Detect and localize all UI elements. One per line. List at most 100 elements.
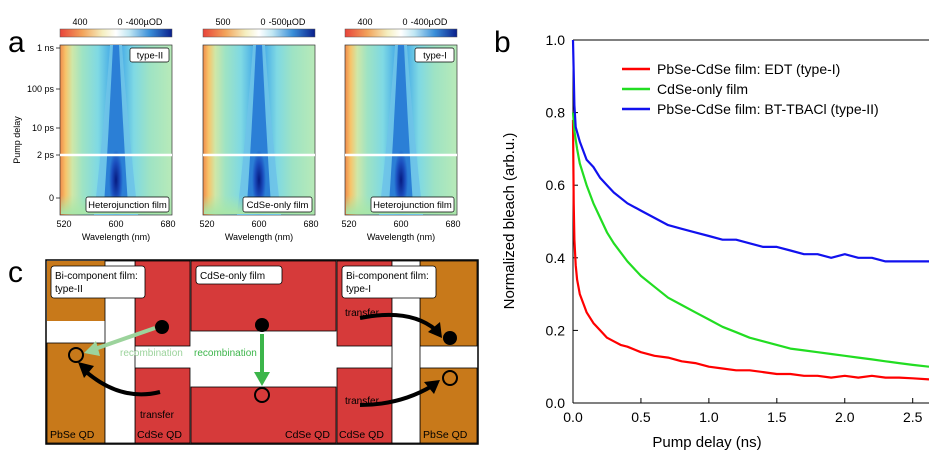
heatmap-0: 400 0 -400µOD type-II Heterojunction film 520… xyxy=(27,17,176,242)
band-diagram: Bi-component film: type-II CdSe-only fil… xyxy=(45,259,479,445)
heatmap-xlabel-2: Wavelength (nm) xyxy=(367,232,435,242)
electron-mid xyxy=(255,318,269,332)
chart-xtick-label-4: 2.0 xyxy=(835,409,855,425)
pbse-left-vb xyxy=(46,342,106,444)
chart-xtick-label-3: 1.5 xyxy=(767,409,787,425)
recombination-arrowhead-mid xyxy=(254,372,270,386)
panel-letter-c: c xyxy=(8,256,23,289)
film-label-0: Heterojunction film xyxy=(88,200,167,211)
transfer-label-left: transfer xyxy=(140,410,175,421)
heatmap-xtick-2-1: 600 xyxy=(393,219,408,229)
transfer-label-right-bottom: transfer xyxy=(345,396,380,407)
colorbar-1 xyxy=(202,28,316,38)
chart-ytick-label-3: 0.6 xyxy=(546,177,566,193)
chart-xtick-label-2: 1.0 xyxy=(699,409,719,425)
hole-mid xyxy=(254,387,270,403)
recombination-label-left: recombination xyxy=(120,348,183,359)
tag-box-2 xyxy=(414,47,455,63)
colorbar-tick-0-2: -400µOD xyxy=(126,17,163,27)
heatmap-xtick-0-1: 600 xyxy=(108,219,123,229)
cdse-mid-vb xyxy=(190,386,337,444)
hole-right xyxy=(442,370,458,386)
heatmap-1: 500 0 -500µOD CdSe-only film 520 600 680 Wavele… xyxy=(199,17,318,242)
legend-label-1: CdSe-only film xyxy=(657,81,748,97)
cdse-left-vb xyxy=(134,367,191,444)
film-label-1: CdSe-only film xyxy=(247,200,309,211)
chart-xtick-label-1: 0.5 xyxy=(631,409,651,425)
chart-xtick-label-0: 0.0 xyxy=(563,409,583,425)
heatmap-ytick-1: 100 ps xyxy=(27,84,55,94)
colorbar-tick-2-2: -400µOD xyxy=(411,17,448,27)
qd-label-3: CdSe QD xyxy=(339,429,384,441)
label-box-mid xyxy=(195,265,283,285)
film-box-1 xyxy=(242,196,313,213)
series-line-0 xyxy=(571,119,929,381)
heatmap-xtick-2-0: 520 xyxy=(341,219,356,229)
tag-box-0 xyxy=(129,47,170,63)
recombination-arrowhead-left xyxy=(84,341,100,356)
label-right-line2: type-I xyxy=(346,284,371,295)
heatmap-xlabel-0: Wavelength (nm) xyxy=(82,232,150,242)
pbse-right-vb xyxy=(419,367,478,444)
decay-chart: Normalized bleach (arb.u.) Pump delay (n… xyxy=(501,32,929,451)
heatmap-xtick-1-1: 600 xyxy=(251,219,266,229)
film-box-0 xyxy=(85,196,170,213)
colorbar-0 xyxy=(59,28,173,38)
electron-left xyxy=(155,320,169,334)
heatmap-xtick-1-0: 520 xyxy=(199,219,214,229)
electron-right xyxy=(443,331,457,345)
series-line-2 xyxy=(571,39,929,263)
heatmap-xtick-0-2: 680 xyxy=(160,219,175,229)
qd-label-2: CdSe QD xyxy=(285,429,330,441)
colorbar-tick-0-1: 0 xyxy=(117,17,122,27)
colorbar-tick-2-0: 400 xyxy=(357,17,372,27)
series-line-1 xyxy=(571,112,929,368)
colorbar-tick-0-0: 400 xyxy=(72,17,87,27)
transfer-arrowhead-left xyxy=(78,362,94,378)
colorbar-tick-1-0: 500 xyxy=(215,17,230,27)
qd-label-0: PbSe QD xyxy=(50,429,95,441)
panel-letter-b: b xyxy=(494,26,511,59)
label-box-right xyxy=(341,265,437,299)
film-label-2: Heterojunction film xyxy=(373,200,452,211)
heatmap-xtick-0-0: 520 xyxy=(56,219,71,229)
recombination-arrow-left xyxy=(91,326,156,352)
hole-left xyxy=(68,347,84,363)
heatmap-xtick-1-2: 680 xyxy=(303,219,318,229)
heatmap-ytick-3: 2 ps xyxy=(37,150,55,160)
heatmap-ytick-2: 10 ps xyxy=(32,123,55,133)
transfer-arrow-top-right xyxy=(359,312,438,332)
tag-label-2: type-I xyxy=(423,51,447,62)
colorbar-tick-1-2: -500µOD xyxy=(269,17,306,27)
chart-ylabel: Normalized bleach (arb.u.) xyxy=(501,133,518,310)
transfer-arrowhead-top-right xyxy=(428,322,442,338)
label-right-line1: Bi-component film: xyxy=(346,271,429,282)
label-left-line1: Bi-component film: xyxy=(55,271,138,282)
colorbar-tick-2-1: 0 xyxy=(402,17,407,27)
transfer-label-right-top: transfer xyxy=(345,308,380,319)
qd-label-4: PbSe QD xyxy=(423,429,468,441)
film-box-2 xyxy=(370,196,455,213)
label-mid: CdSe-only film xyxy=(200,271,265,282)
heatmap-ytick-0: 1 ns xyxy=(37,43,55,53)
transfer-arrowhead-bottom-right xyxy=(424,380,440,394)
chart-xlabel: Pump delay (ns) xyxy=(652,434,761,451)
colorbar-tick-1-1: 0 xyxy=(260,17,265,27)
label-left-line2: type-II xyxy=(55,284,83,295)
transfer-arrow-bottom-right xyxy=(359,384,434,407)
legend-label-0: PbSe-CdSe film: EDT (type-I) xyxy=(657,61,840,77)
chart-ytick-label-0: 0.0 xyxy=(546,395,566,411)
heatmap-ytick-4: 0 xyxy=(49,193,54,203)
chart-ytick-label-5: 1.0 xyxy=(546,32,566,48)
heatmap-ylabel: Pump delay xyxy=(12,116,22,164)
tag-label-0: type-II xyxy=(137,51,163,62)
chart-ytick-label-2: 0.4 xyxy=(546,250,566,266)
panel-letter-a: a xyxy=(8,26,25,59)
transfer-arrow-left xyxy=(82,368,161,397)
heatmap-panel: Pump delay 400 0 -400µOD type-II Heterojunct… xyxy=(12,17,461,242)
heatmap-xlabel-1: Wavelength (nm) xyxy=(225,232,293,242)
chart-xtick-label-5: 2.5 xyxy=(903,409,923,425)
chart-ytick-label-4: 0.8 xyxy=(546,105,566,121)
label-box-left xyxy=(50,265,146,299)
